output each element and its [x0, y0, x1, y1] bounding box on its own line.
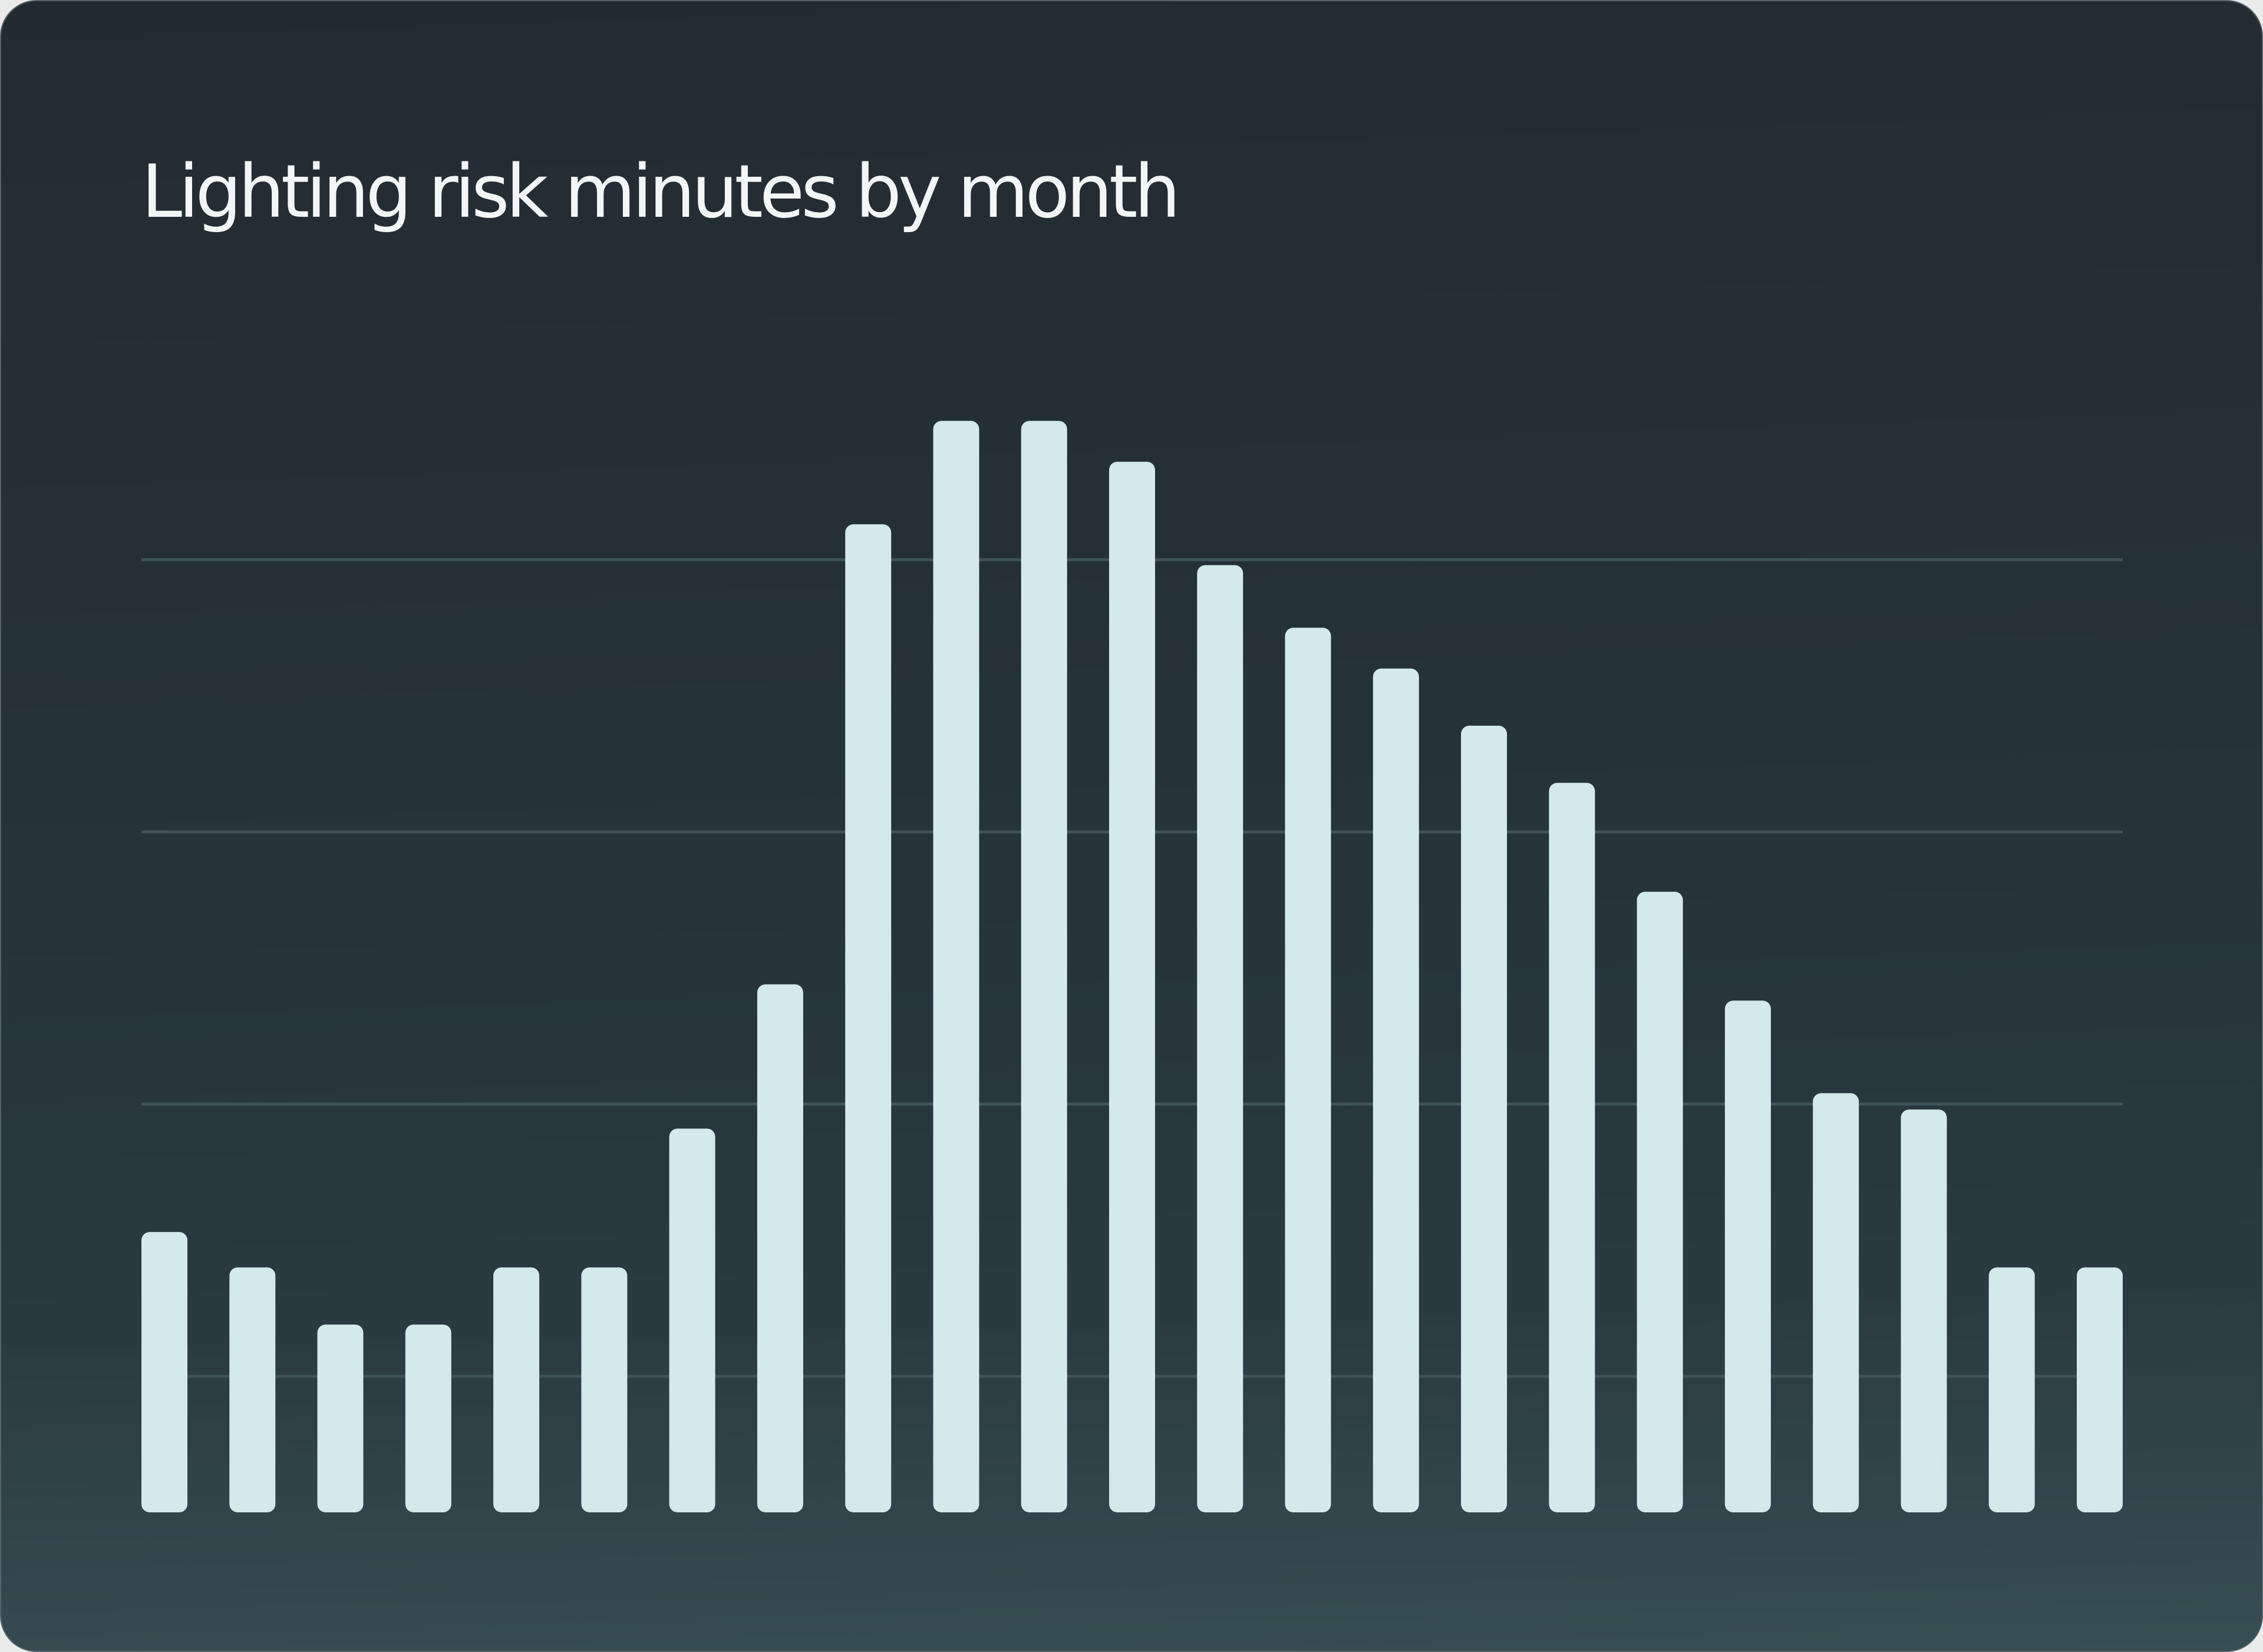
bar-22	[1988, 1267, 2035, 1512]
bar-4	[405, 1324, 451, 1512]
bar-23	[2077, 1267, 2123, 1512]
bar-12	[1109, 461, 1155, 1513]
bar-19	[1724, 1000, 1771, 1512]
bar-14	[1285, 627, 1331, 1512]
bar-17	[1549, 782, 1595, 1512]
bar-2	[229, 1267, 276, 1512]
bar-20	[1813, 1093, 1859, 1512]
bar-3	[317, 1324, 364, 1512]
bar-6	[581, 1267, 628, 1512]
bar-1	[141, 1232, 187, 1512]
bar-7	[669, 1128, 715, 1512]
bar-8	[757, 984, 803, 1512]
bar-21	[1901, 1109, 1947, 1512]
bar-18	[1637, 891, 1683, 1512]
bar-16	[1461, 725, 1507, 1512]
chart-title: Lighting risk minutes by month	[141, 150, 1180, 234]
bar-5	[493, 1267, 540, 1512]
bar-9	[845, 524, 892, 1512]
bar-15	[1373, 668, 1419, 1512]
bar-10	[933, 421, 979, 1512]
bar-13	[1197, 565, 1243, 1513]
bars	[141, 421, 2123, 1513]
bar-11	[1021, 421, 1067, 1512]
